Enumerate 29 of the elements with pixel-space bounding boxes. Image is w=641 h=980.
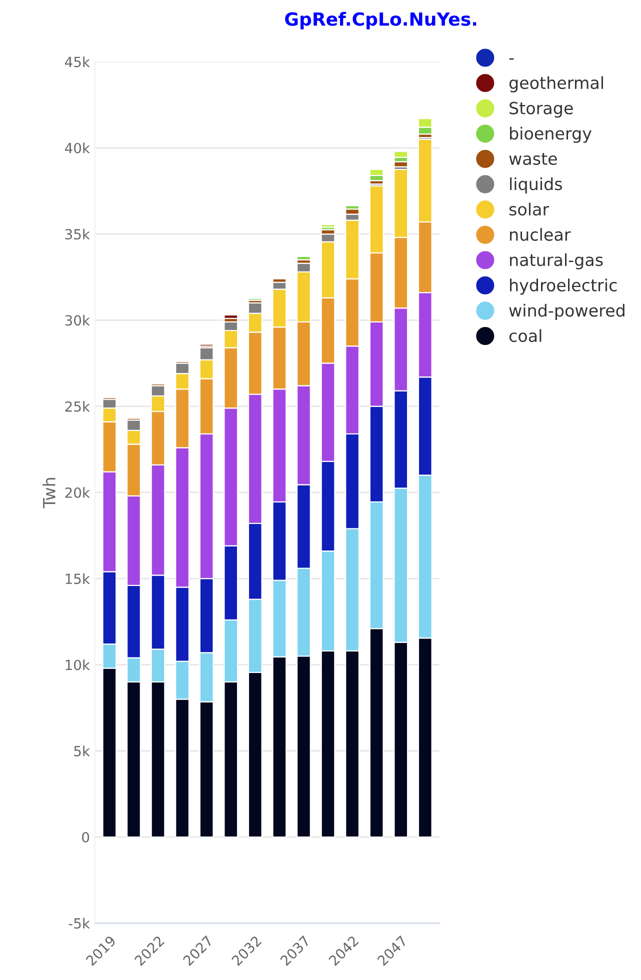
y-tick-label: 0 <box>82 832 90 842</box>
legend-label: geothermal <box>509 76 603 92</box>
bar <box>224 314 238 319</box>
legend-label: hydroelectric <box>510 278 617 295</box>
y-tick-label: 20k <box>65 487 90 498</box>
bar <box>296 256 311 260</box>
legend-label: natural-gas <box>510 253 603 270</box>
y-tick-label: 35k <box>65 228 90 240</box>
legend-label: bioenergy <box>510 126 592 143</box>
chart-title: GpRef.CpLo.NuYes. <box>285 12 476 30</box>
bar <box>394 150 408 158</box>
y-tick-label: 10k <box>66 659 90 670</box>
y-tick-label: -5k <box>68 918 90 929</box>
legend-label: - <box>509 58 514 60</box>
legend-label: nuclear <box>510 228 571 241</box>
legend-label: Storage <box>510 102 573 118</box>
y-axis-title: Twh <box>42 478 56 508</box>
y-tick-label: 5k <box>74 746 90 756</box>
y-tick-label: 30k <box>65 314 90 326</box>
bar <box>320 224 336 228</box>
y-tick-label: 45k <box>64 56 90 68</box>
legend-label: solar <box>509 202 550 216</box>
y-tick-label: 15k <box>66 573 90 584</box>
legend-label: liquids <box>510 177 562 194</box>
legend-label: waste <box>509 153 557 165</box>
legend-label: wind-powered <box>509 304 624 320</box>
y-tick-label: 25k <box>65 401 90 412</box>
legend-label: coal <box>509 329 542 342</box>
y-tick-label: 40k <box>64 142 90 154</box>
